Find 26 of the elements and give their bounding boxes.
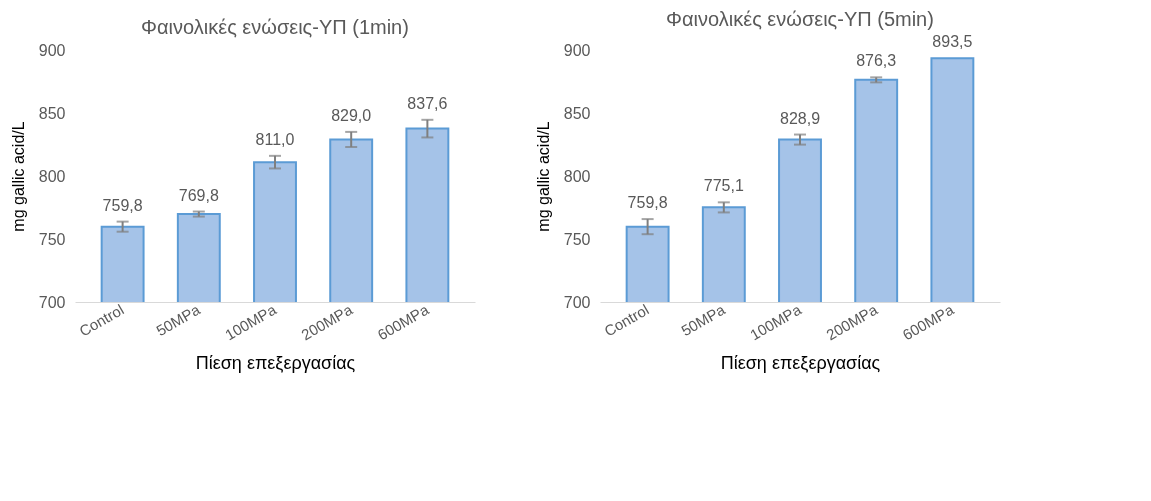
y-tick-label: 700 <box>563 293 591 311</box>
data-label: 829,0 <box>331 106 372 124</box>
y-tick-label: 750 <box>38 230 66 248</box>
data-label: 837,6 <box>407 94 448 112</box>
x-axis-title: Πίεση επεξεργασίας <box>720 353 881 374</box>
y-tick-label: 900 <box>38 41 66 59</box>
chart-title: Φαινολικές ενώσεις-ΥΠ (5min) <box>666 8 934 31</box>
y-tick-label: 900 <box>563 41 591 59</box>
data-label: 759,8 <box>627 194 668 212</box>
x-axis-title: Πίεση επεξεργασίας <box>195 353 356 374</box>
y-tick-label: 800 <box>563 167 591 185</box>
data-label: 759,8 <box>102 196 143 214</box>
y-tick-label: 800 <box>38 167 66 185</box>
y-axis-title: mg gallic acid/L <box>534 121 552 232</box>
chart-title: Φαινολικές ενώσεις-ΥΠ (1min) <box>141 16 409 38</box>
y-axis-title: mg gallic acid/L <box>9 121 27 232</box>
data-label: 828,9 <box>779 109 821 127</box>
data-label: 811,0 <box>255 130 295 148</box>
y-tick-label: 750 <box>563 230 591 248</box>
data-label: 876,3 <box>856 52 897 70</box>
data-label: 775,1 <box>703 177 744 195</box>
y-tick-label: 700 <box>38 293 66 311</box>
y-tick-label: 850 <box>563 104 591 122</box>
data-label: 893,5 <box>932 33 973 51</box>
y-tick-label: 850 <box>38 104 66 122</box>
data-label: 769,8 <box>178 186 219 204</box>
